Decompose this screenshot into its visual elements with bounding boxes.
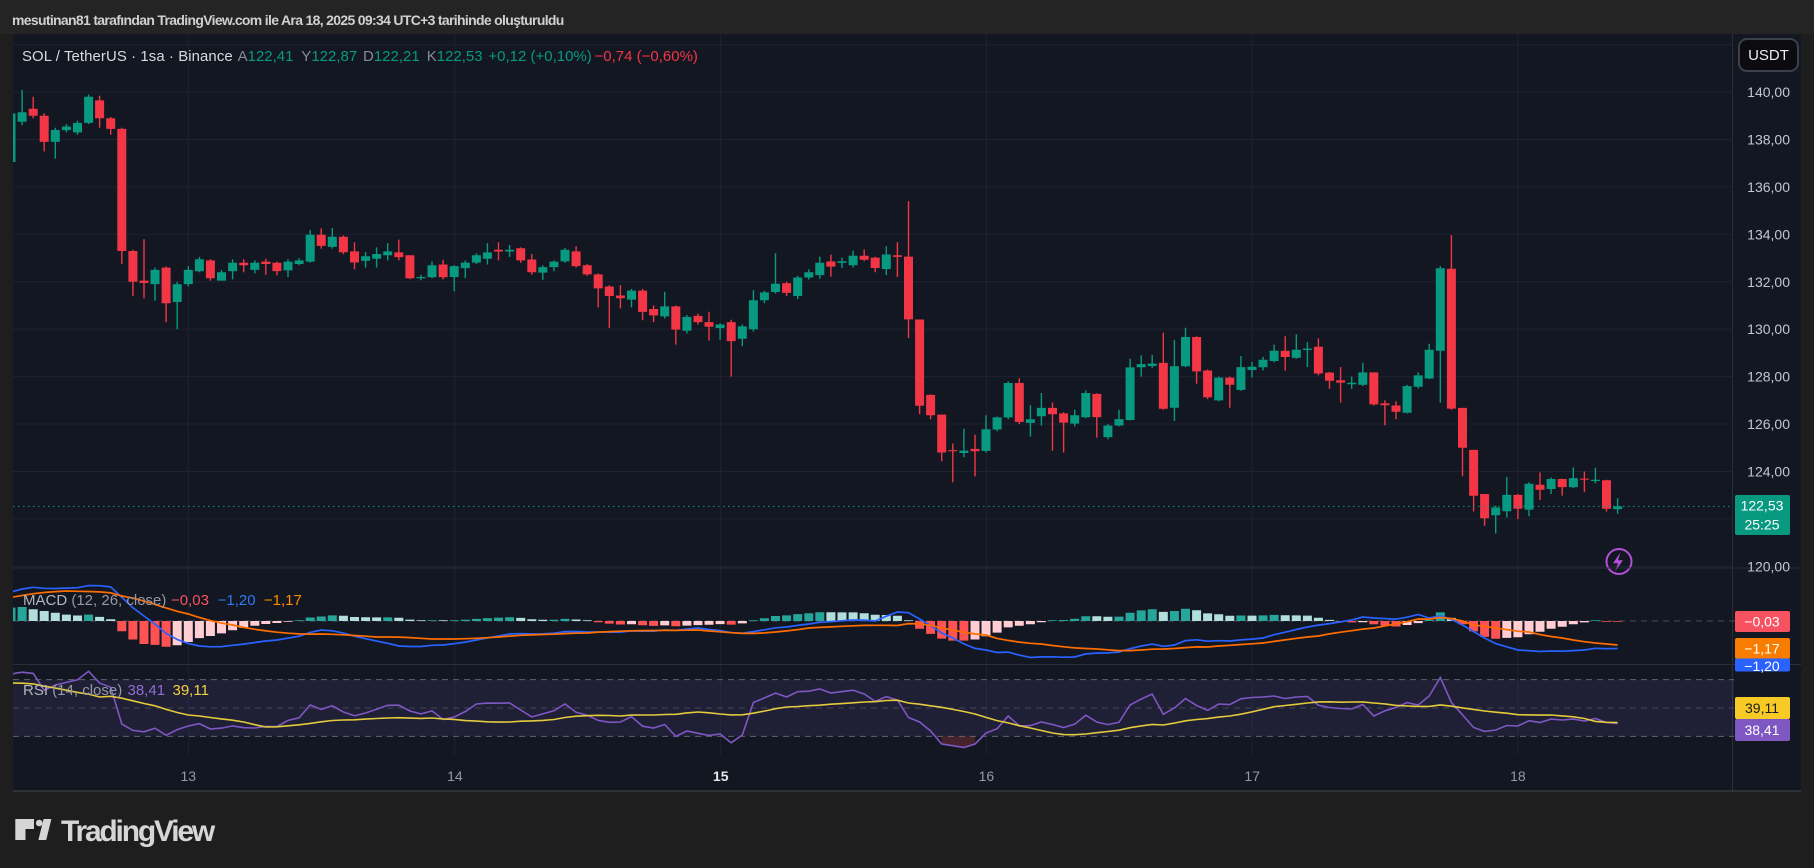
svg-text:39,11: 39,11 — [173, 682, 209, 699]
svg-text:−0,74 (−0,60%): −0,74 (−0,60%) — [595, 48, 698, 65]
svg-text:128,00: 128,00 — [1747, 369, 1790, 385]
svg-text:−1,17: −1,17 — [1744, 641, 1780, 657]
svg-text:−0,03: −0,03 — [1744, 614, 1780, 630]
svg-text:−1,20: −1,20 — [218, 592, 256, 609]
svg-text:136,00: 136,00 — [1747, 179, 1790, 195]
svg-text:138,00: 138,00 — [1747, 132, 1790, 148]
svg-text:TradingView: TradingView — [61, 815, 216, 848]
svg-text:D122,21: D122,21 — [363, 48, 420, 65]
svg-text:MACD (12, 26, close): MACD (12, 26, close) — [23, 592, 166, 609]
svg-text:K122,53: K122,53 — [427, 48, 483, 65]
svg-text:38,41: 38,41 — [128, 682, 166, 699]
svg-text:134,00: 134,00 — [1747, 226, 1790, 242]
svg-text:120,00: 120,00 — [1747, 558, 1790, 574]
svg-text:126,00: 126,00 — [1747, 416, 1790, 432]
svg-text:A122,41: A122,41 — [238, 48, 294, 65]
svg-text:USDT: USDT — [1748, 47, 1789, 64]
svg-text:−1,17: −1,17 — [264, 592, 302, 609]
svg-text:18: 18 — [1510, 768, 1526, 784]
svg-text:140,00: 140,00 — [1747, 84, 1790, 100]
svg-text:14: 14 — [447, 768, 463, 784]
svg-text:122,53: 122,53 — [1741, 498, 1784, 514]
svg-text:130,00: 130,00 — [1747, 321, 1790, 337]
svg-text:38,41: 38,41 — [1744, 722, 1779, 738]
svg-text:16: 16 — [979, 768, 995, 784]
svg-text:13: 13 — [181, 768, 197, 784]
svg-text:124,00: 124,00 — [1747, 464, 1790, 480]
svg-text:15: 15 — [713, 768, 729, 784]
svg-text:17: 17 — [1244, 768, 1260, 784]
svg-text:Y122,87: Y122,87 — [301, 48, 357, 65]
svg-text:+0,12 (+0,10%): +0,12 (+0,10%) — [488, 48, 591, 65]
svg-text:RSI (14, close): RSI (14, close) — [23, 682, 122, 699]
svg-text:25:25: 25:25 — [1744, 517, 1779, 533]
svg-text:39,11: 39,11 — [1745, 700, 1779, 716]
svg-text:132,00: 132,00 — [1747, 274, 1790, 290]
svg-text:SOL / TetherUS · 1sa · Binance: SOL / TetherUS · 1sa · Binance — [22, 49, 233, 65]
svg-text:−1,20: −1,20 — [1744, 658, 1780, 674]
svg-text:mesutinan81 tarafından Trading: mesutinan81 tarafından TradingView.com i… — [12, 12, 564, 28]
svg-text:−0,03: −0,03 — [171, 592, 209, 609]
